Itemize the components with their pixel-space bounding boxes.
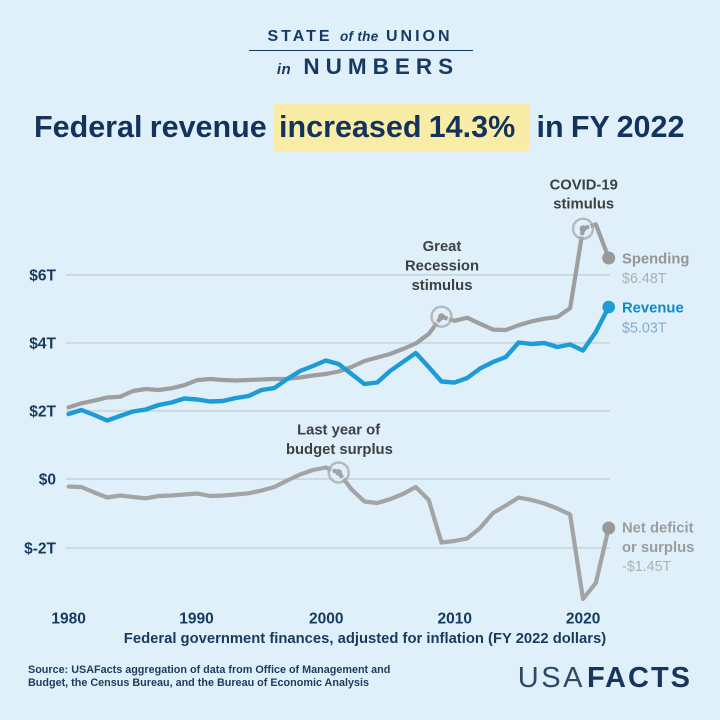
svg-text:$5.03T: $5.03T [622,321,667,337]
svg-text:Great: Great [423,239,462,255]
svg-text:1980: 1980 [51,611,85,628]
svg-text:Spending: Spending [622,252,689,268]
svg-text:-$1.45T: -$1.45T [622,559,672,575]
svg-text:2020: 2020 [566,611,600,628]
svg-text:1990: 1990 [179,611,213,628]
svg-text:$6T: $6T [29,267,56,284]
svg-text:stimulus: stimulus [412,278,473,294]
svg-text:$-2T: $-2T [24,540,56,557]
svg-text:Revenue: Revenue [622,301,684,317]
svg-text:Last year of: Last year of [297,423,380,439]
svg-text:COVID-19: COVID-19 [550,178,618,194]
svg-text:$2T: $2T [29,403,56,420]
svg-text:or surplus: or surplus [622,540,694,556]
svg-text:Recession: Recession [405,259,479,275]
svg-text:2000: 2000 [309,611,343,628]
svg-text:stimulus: stimulus [553,197,614,213]
svg-text:$4T: $4T [29,335,56,352]
svg-text:2010: 2010 [437,611,471,628]
svg-text:$0: $0 [39,472,56,489]
svg-text:budget surplus: budget surplus [286,442,393,458]
svg-text:$6.48T: $6.48T [622,271,667,287]
svg-text:Net deficit: Net deficit [622,521,694,537]
